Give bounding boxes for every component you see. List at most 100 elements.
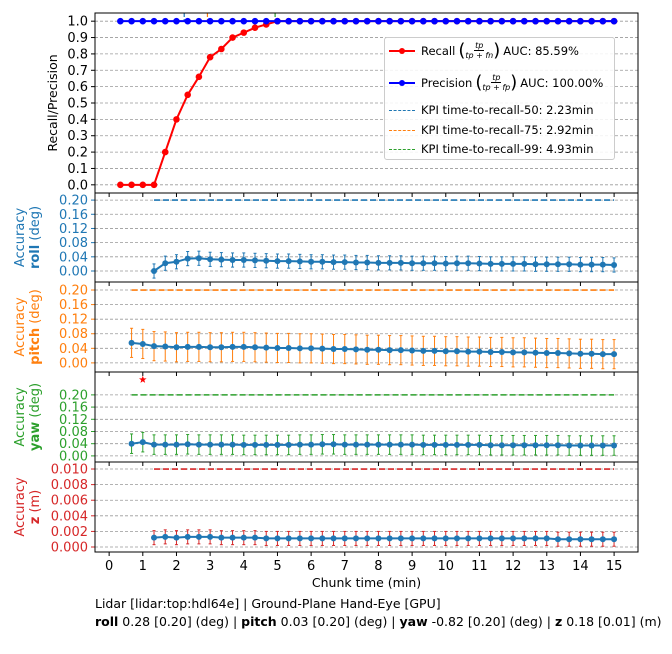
legend-kpi99-label: KPI time-to-recall-99: 4.93min — [421, 142, 594, 156]
accuracy-point — [173, 344, 180, 351]
accuracy-point — [420, 535, 427, 542]
precision-point — [206, 17, 214, 25]
accuracy-point — [442, 441, 449, 448]
accuracy-point — [397, 347, 404, 354]
recall-point — [139, 181, 147, 189]
accuracy-point — [611, 536, 618, 543]
legend-recall-label: Recall — [421, 43, 456, 58]
accuracy-point — [151, 343, 158, 350]
x-tick-label: 6 — [307, 559, 315, 574]
accuracy-point — [588, 442, 595, 449]
precision-point — [161, 17, 169, 25]
accuracy-point — [543, 350, 550, 357]
precision-point — [184, 17, 191, 25]
precision-point — [476, 17, 483, 25]
accuracy-point — [386, 347, 393, 354]
accuracy-point — [487, 260, 494, 267]
y-tick-label: 0.4 — [67, 113, 88, 128]
accuracy-point — [341, 535, 348, 542]
x-tick-label: 10 — [438, 559, 455, 574]
accuracy-point — [207, 533, 214, 540]
accuracy-point — [577, 536, 584, 543]
legend-precision-label: Precision — [421, 75, 473, 90]
accuracy-point — [364, 346, 371, 353]
x-tick-label: 14 — [572, 559, 589, 574]
recall-point — [251, 24, 259, 32]
accuracy-point — [162, 533, 169, 540]
accuracy-point — [566, 261, 573, 268]
precision-point — [274, 17, 281, 25]
y-tick-label: 0.6 — [67, 80, 88, 95]
precision-point — [599, 17, 607, 25]
accuracy-point — [476, 535, 483, 542]
accuracy-point — [453, 535, 460, 542]
precision-point — [195, 17, 203, 25]
accuracy-point — [229, 441, 236, 448]
accuracy-point — [341, 346, 348, 353]
precision-point — [498, 17, 506, 25]
accuracy-point — [442, 260, 449, 267]
accuracy-point — [151, 534, 158, 541]
recall-point — [161, 148, 169, 156]
panel-yaw: 0.000.040.080.120.160.20 Accuracy yaw (deg… — [13, 371, 639, 466]
accuracy-point — [375, 535, 382, 542]
precision-point — [532, 17, 539, 25]
accuracy-point — [599, 351, 606, 358]
precision-point — [554, 17, 562, 25]
x-tick-label: 3 — [206, 559, 214, 574]
accuracy-point — [487, 442, 494, 449]
accuracy-point — [498, 442, 505, 449]
accuracy-point — [274, 441, 281, 448]
x-tick-label: 7 — [341, 559, 349, 574]
precision-point — [128, 17, 135, 25]
accuracy-point — [352, 535, 359, 542]
y-axis-label-unit: (deg) — [28, 383, 43, 422]
y-tick-label: 0.20 — [59, 194, 88, 209]
accuracy-point — [207, 344, 214, 351]
accuracy-point — [577, 442, 584, 449]
legend-recall-auc: AUC: 85.59% — [503, 43, 579, 58]
accuracy-point — [184, 441, 191, 448]
y-tick-label: 0.04 — [59, 342, 88, 357]
legend-kpi99: KPI time-to-recall-99: 4.93min — [389, 142, 593, 156]
recall-formula: (tp tp + fn) — [458, 39, 501, 61]
y-axis-label-axis: yaw — [28, 422, 43, 451]
panel-pitch: 0.000.040.080.120.160.20 Accuracy pitch (d… — [13, 281, 639, 376]
accuracy-point — [352, 441, 359, 448]
x-tick-label: 1 — [139, 559, 147, 574]
accuracy-point — [431, 347, 438, 354]
accuracy-point — [252, 534, 259, 541]
accuracy-point — [252, 344, 259, 351]
accuracy-point — [532, 442, 539, 449]
accuracy-point — [296, 258, 303, 265]
legend-kpi75-label: KPI time-to-recall-75: 2.92min — [421, 123, 594, 137]
y-tick-label: 0.7 — [67, 64, 88, 79]
accuracy-point — [207, 256, 214, 263]
caption-roll-value: 0.28 [0.20] (deg) | — [118, 614, 242, 629]
precision-point — [487, 17, 494, 25]
accuracy-point — [386, 441, 393, 448]
precision-point — [375, 17, 382, 25]
legend-precision: Precision (tp tp + fp) AUC: 100.00% — [389, 73, 603, 92]
accuracy-point — [330, 346, 337, 353]
accuracy-point — [431, 260, 438, 267]
accuracy-point — [308, 258, 315, 265]
accuracy-point — [296, 535, 303, 542]
precision-point — [307, 17, 315, 25]
accuracy-point — [218, 534, 225, 541]
accuracy-point — [296, 441, 303, 448]
x-axis-label: Chunk time (min) — [312, 575, 421, 590]
y-axis-label-axis: roll — [28, 245, 43, 269]
accuracy-point — [487, 348, 494, 355]
accuracy-point — [319, 345, 326, 352]
accuracy-point — [543, 535, 550, 542]
accuracy-point — [319, 258, 326, 265]
accuracy-point — [240, 534, 247, 541]
y-tick-label: 0.00 — [59, 449, 88, 464]
recall-point — [206, 53, 214, 61]
accuracy-point — [341, 441, 348, 448]
accuracy-point — [476, 441, 483, 448]
recall-point — [184, 91, 191, 99]
precision-point — [240, 17, 248, 25]
